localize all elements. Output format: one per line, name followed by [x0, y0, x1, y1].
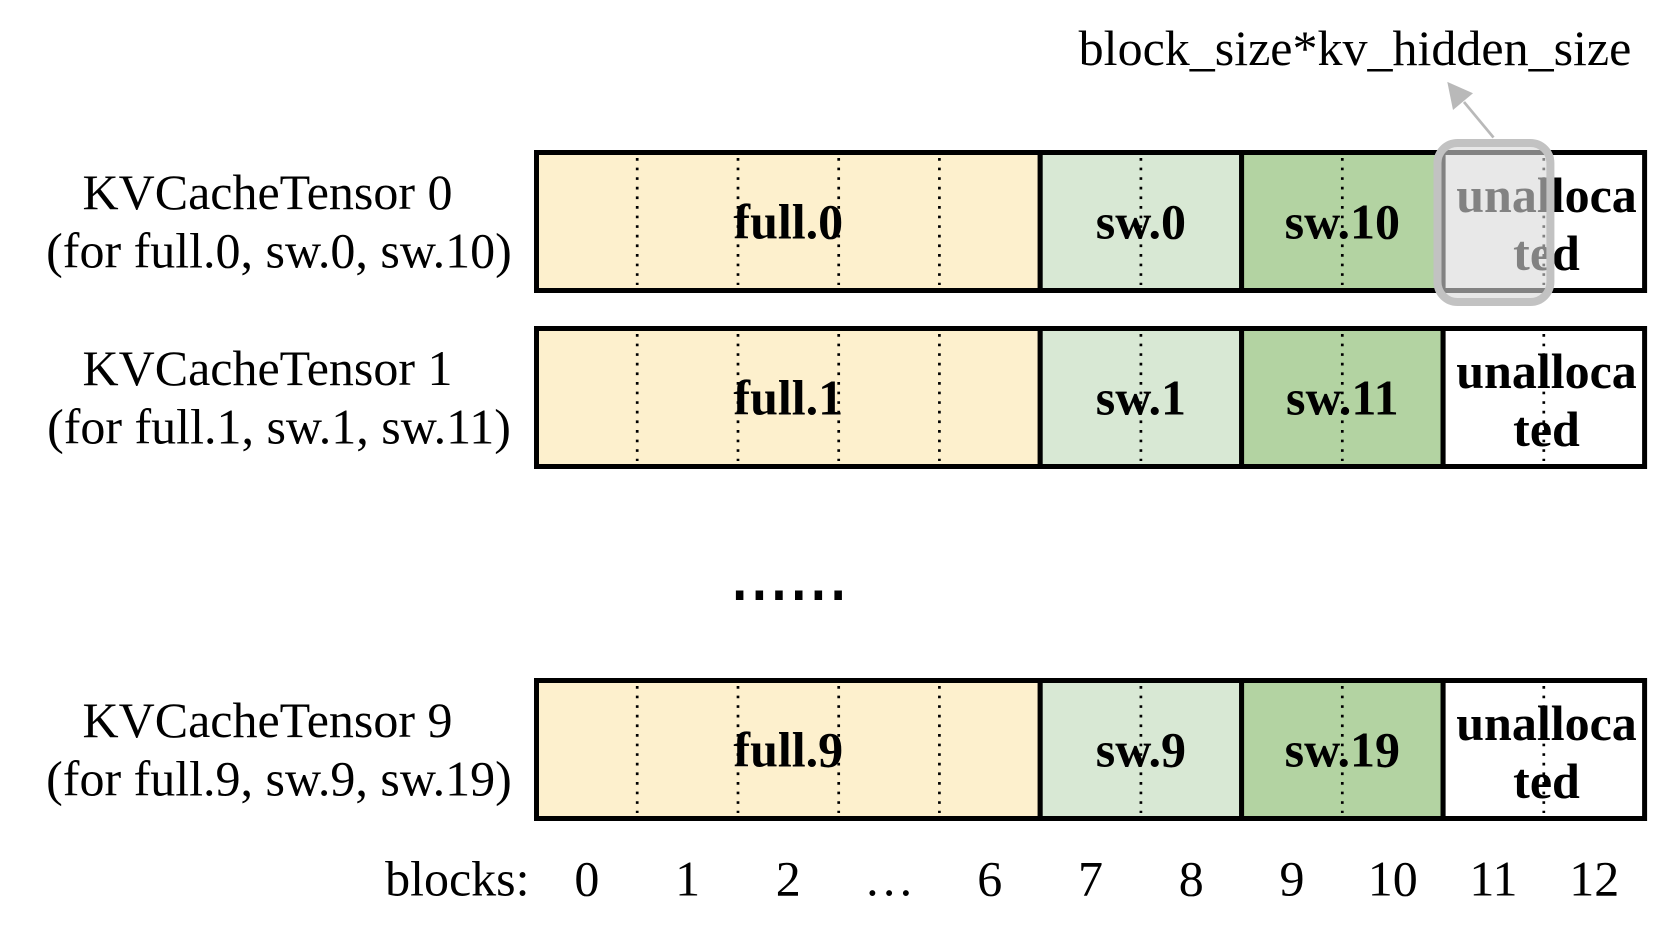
- svg-text:(for full.1, sw.1, sw.11): (for full.1, sw.1, sw.11): [47, 398, 511, 454]
- svg-text:block_size*kv_hidden_size: block_size*kv_hidden_size: [1079, 20, 1632, 76]
- svg-text:…: …: [864, 851, 914, 907]
- svg-text:KVCacheTensor 1: KVCacheTensor 1: [83, 340, 453, 396]
- svg-text:1: 1: [675, 851, 700, 907]
- svg-text:12: 12: [1569, 851, 1619, 907]
- svg-text:(for full.9, sw.9, sw.19): (for full.9, sw.9, sw.19): [46, 750, 512, 806]
- svg-text:0: 0: [574, 851, 599, 907]
- svg-text:sw.19: sw.19: [1285, 722, 1400, 778]
- svg-text:(for full.0, sw.0, sw.10): (for full.0, sw.0, sw.10): [46, 222, 512, 278]
- svg-text:2: 2: [776, 851, 801, 907]
- svg-text:full.0: full.0: [733, 194, 843, 250]
- svg-text:KVCacheTensor 9: KVCacheTensor 9: [83, 692, 453, 748]
- svg-text:KVCacheTensor 0: KVCacheTensor 0: [83, 164, 453, 220]
- svg-text:6: 6: [977, 851, 1002, 907]
- svg-text:full.9: full.9: [733, 722, 843, 778]
- svg-text:ted: ted: [1513, 753, 1580, 809]
- svg-text:sw.11: sw.11: [1286, 370, 1399, 426]
- svg-text:9: 9: [1280, 851, 1305, 907]
- svg-text:7: 7: [1078, 851, 1103, 907]
- svg-text:sw.10: sw.10: [1285, 194, 1400, 250]
- svg-text:full.1: full.1: [733, 370, 843, 426]
- svg-text:11: 11: [1469, 851, 1517, 907]
- svg-text:unalloca: unalloca: [1456, 695, 1637, 751]
- svg-text:ted: ted: [1513, 401, 1580, 457]
- svg-text:blocks:: blocks:: [385, 851, 529, 907]
- svg-text:sw.0: sw.0: [1096, 194, 1186, 250]
- svg-text:8: 8: [1179, 851, 1204, 907]
- svg-text:10: 10: [1368, 851, 1418, 907]
- svg-text:sw.1: sw.1: [1096, 370, 1186, 426]
- svg-text:unalloca: unalloca: [1456, 343, 1637, 399]
- svg-text:sw.9: sw.9: [1096, 722, 1186, 778]
